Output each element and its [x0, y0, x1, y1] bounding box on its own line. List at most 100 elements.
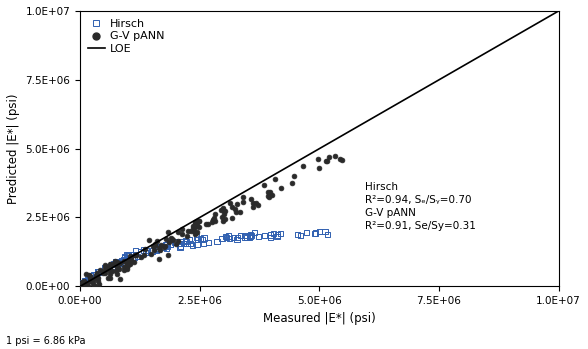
Point — [93, 269, 103, 275]
Point — [225, 200, 235, 206]
Legend: Hirsch, G-V pANN, LOE: Hirsch, G-V pANN, LOE — [86, 16, 167, 57]
Point — [120, 254, 129, 259]
Point — [159, 244, 168, 250]
Point — [111, 262, 120, 267]
Point — [85, 277, 95, 283]
Point — [122, 252, 132, 258]
Point — [218, 207, 228, 213]
Point — [272, 233, 282, 239]
Point — [136, 249, 146, 255]
Point — [245, 233, 254, 239]
Point — [199, 235, 209, 241]
Point — [89, 283, 99, 289]
Point — [136, 254, 145, 260]
Point — [133, 254, 142, 260]
Point — [112, 272, 122, 277]
Point — [170, 239, 179, 245]
Point — [220, 208, 230, 214]
Point — [123, 253, 133, 259]
Point — [192, 222, 201, 228]
Point — [190, 224, 199, 230]
Point — [338, 157, 347, 163]
Point — [265, 193, 275, 198]
Point — [166, 235, 176, 241]
Point — [192, 242, 202, 247]
Point — [198, 237, 207, 243]
Point — [150, 247, 159, 253]
Point — [112, 262, 122, 267]
Point — [85, 275, 94, 281]
Point — [88, 278, 98, 283]
Point — [77, 281, 86, 287]
Point — [287, 180, 296, 186]
Point — [263, 190, 273, 195]
Point — [86, 278, 95, 284]
Point — [99, 268, 108, 274]
Point — [209, 215, 218, 221]
Point — [259, 183, 268, 188]
Point — [253, 233, 263, 239]
Point — [249, 205, 258, 210]
Point — [239, 194, 248, 200]
Point — [322, 158, 332, 163]
Point — [211, 218, 220, 223]
Point — [84, 277, 93, 283]
Point — [162, 242, 172, 247]
Point — [236, 233, 245, 238]
Point — [163, 244, 172, 250]
Point — [91, 283, 100, 288]
Point — [177, 226, 186, 232]
Point — [100, 262, 109, 268]
Point — [81, 278, 91, 283]
Point — [115, 261, 125, 267]
Point — [240, 233, 250, 238]
Point — [238, 199, 248, 205]
Point — [192, 229, 202, 235]
Point — [111, 259, 121, 265]
Point — [168, 236, 177, 242]
Point — [219, 211, 229, 217]
Point — [150, 241, 159, 247]
Point — [173, 230, 183, 235]
Point — [186, 240, 195, 246]
Point — [99, 264, 109, 270]
Point — [141, 247, 151, 253]
Point — [314, 165, 323, 171]
Point — [217, 214, 226, 220]
Point — [108, 264, 118, 269]
Point — [115, 276, 125, 282]
Point — [113, 260, 123, 265]
Point — [253, 202, 263, 208]
Point — [140, 246, 149, 252]
Point — [246, 233, 256, 238]
Point — [120, 259, 129, 264]
Point — [273, 232, 282, 238]
Point — [93, 275, 103, 281]
Point — [148, 248, 157, 254]
Point — [125, 253, 135, 258]
Point — [276, 231, 285, 236]
Point — [105, 264, 115, 269]
Point — [165, 242, 175, 247]
Point — [118, 261, 127, 266]
Point — [208, 217, 218, 222]
Point — [123, 266, 132, 272]
Point — [103, 265, 113, 270]
Point — [126, 254, 136, 260]
Point — [204, 239, 213, 245]
Point — [78, 280, 87, 285]
Point — [246, 232, 256, 238]
Point — [323, 231, 332, 237]
Point — [320, 229, 330, 234]
Point — [95, 281, 104, 287]
Point — [83, 283, 92, 289]
Point — [81, 281, 91, 287]
Point — [129, 259, 139, 265]
Point — [325, 155, 334, 160]
Point — [109, 265, 118, 270]
Point — [152, 246, 162, 251]
Point — [111, 260, 120, 265]
Point — [92, 274, 102, 279]
Point — [195, 218, 204, 223]
Point — [165, 242, 175, 247]
